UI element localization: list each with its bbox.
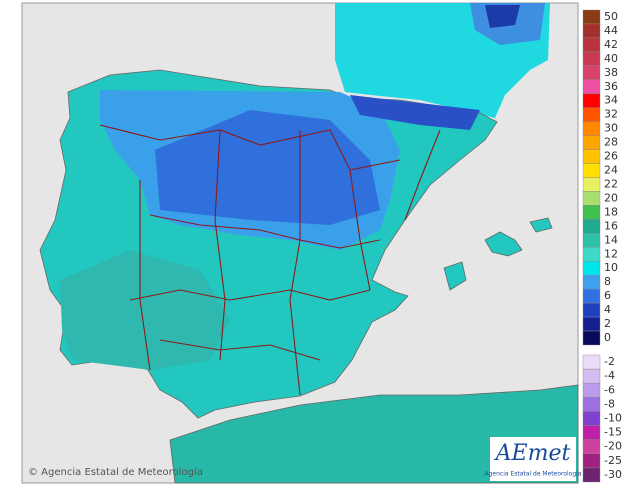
north-africa: [169, 384, 579, 484]
legend-label: 4: [604, 303, 611, 316]
legend-label: -30: [604, 468, 622, 481]
credit: © Agencia Estatal de Meteorología: [28, 466, 203, 478]
legend-swatch: [582, 177, 601, 192]
legend-label: -6: [604, 383, 615, 396]
legend-swatch: [582, 411, 601, 426]
legend-swatch: [582, 330, 601, 346]
legend-label: 20: [604, 191, 618, 204]
legend-swatch: [582, 191, 601, 206]
legend-label: 0: [604, 331, 611, 344]
legend-swatch: [582, 51, 601, 67]
legend-swatch: [582, 37, 601, 53]
legend-swatch: [582, 149, 601, 164]
legend-label: 22: [604, 177, 618, 190]
legend-label: 18: [604, 205, 618, 218]
cold-area: [485, 5, 520, 28]
legend-swatch: [582, 135, 601, 150]
legend-swatch: [582, 219, 601, 234]
legend-swatch: [582, 453, 601, 469]
legend-label: 2: [604, 317, 611, 330]
legend-swatch: [582, 121, 601, 136]
legend-label: 40: [604, 52, 618, 65]
legend-swatch: [582, 65, 601, 80]
legend-label: 30: [604, 122, 618, 135]
logo: AEmet: [494, 441, 571, 466]
cold-area: [155, 110, 380, 225]
legend-swatch: [582, 233, 601, 248]
legend-label: 16: [604, 219, 618, 232]
legend-label: 8: [604, 275, 611, 288]
legend-swatch: [582, 93, 601, 108]
legend-label: 14: [604, 233, 618, 246]
legend-label: 34: [604, 94, 618, 107]
legend-label: 32: [604, 108, 618, 121]
island: [484, 231, 523, 257]
legend-swatch: [582, 288, 601, 304]
legend-label: -25: [604, 454, 622, 467]
legend-swatch: [582, 368, 601, 384]
logo-box: [490, 437, 576, 481]
cold-area: [350, 95, 480, 130]
legend-label: -20: [604, 440, 622, 453]
legend-swatch: [582, 247, 601, 262]
legend-label: 10: [604, 261, 618, 274]
province-borders: [99, 124, 441, 396]
legend-swatch: [582, 23, 601, 39]
legend-swatch: [582, 425, 601, 440]
legend-label: 24: [604, 164, 618, 177]
legend-label: 28: [604, 136, 618, 149]
island: [443, 261, 467, 291]
legend-label: -10: [604, 412, 622, 425]
logo-subtitle: Agencia Estatal de Meteorología: [485, 471, 582, 478]
legend-swatch: [582, 383, 601, 398]
legend-label: -4: [604, 369, 615, 382]
legend-swatch: [582, 316, 601, 332]
legend-swatch: [582, 107, 601, 122]
legend-swatch: [582, 163, 601, 178]
legend-label: 38: [604, 66, 618, 79]
legend-label: -15: [604, 426, 622, 439]
legend-label: 50: [604, 10, 618, 23]
legend-label: 12: [604, 247, 618, 260]
island: [529, 217, 553, 233]
mild-area: [60, 250, 230, 370]
legend-label: -2: [604, 355, 615, 368]
legend-swatch: [582, 302, 601, 318]
legend-label: -8: [604, 397, 615, 410]
legend-swatch: [582, 354, 601, 370]
legend-swatch: [582, 205, 601, 220]
legend-swatch: [582, 439, 601, 454]
legend-label: 44: [604, 24, 618, 37]
legend: 5044424038363432302826242220181614121086…: [582, 9, 622, 483]
legend-swatch: [582, 9, 601, 25]
legend-swatch: [582, 79, 601, 94]
legend-label: 26: [604, 150, 618, 163]
legend-swatch: [582, 467, 601, 483]
legend-label: 36: [604, 80, 618, 93]
legend-label: 42: [604, 38, 618, 51]
legend-label: 6: [604, 289, 611, 302]
legend-swatch: [582, 275, 601, 290]
legend-swatch: [582, 261, 601, 276]
legend-swatch: [582, 397, 601, 412]
